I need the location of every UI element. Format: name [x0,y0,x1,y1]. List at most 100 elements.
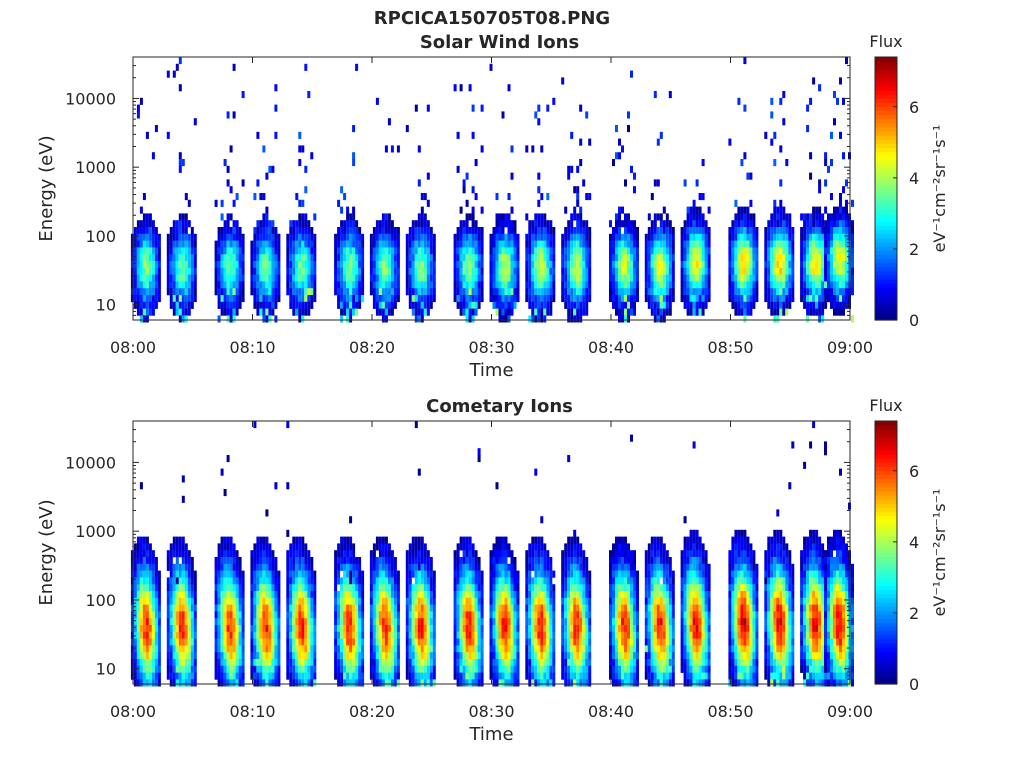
flux-cell [385,673,388,680]
flux-cell [397,577,400,584]
flux-cell [268,295,271,302]
flux-cell [782,227,785,234]
flux-cell [176,632,179,639]
flux-cell [304,254,307,261]
flux-cell [728,247,731,254]
flux-cell [836,302,839,309]
flux-cell [298,261,301,268]
flux-cell [173,309,176,316]
flux-cell [457,584,460,591]
flux-cell [382,247,385,254]
flux-cell [734,288,737,295]
flux-cell [779,302,782,309]
flux-cell [657,275,660,282]
flux-cell [424,557,427,564]
flux-cell [265,234,268,241]
flux-cell [537,173,540,180]
flux-cell [743,152,746,159]
flux-cell [737,281,740,288]
flux-cell [752,220,755,227]
flux-cell [418,213,421,220]
flux-cell [806,309,809,316]
flux-cell [457,261,460,268]
flux-cell [821,295,824,302]
colorbar-step [875,57,897,62]
flux-cell [134,571,137,578]
flux-cell [271,632,274,639]
flux-cell [430,275,433,282]
flux-cell [537,234,540,241]
flux-cell [233,288,236,295]
flux-cell [705,275,708,282]
flux-cell [182,598,185,605]
flux-cell [540,302,543,309]
flux-cell [699,234,702,241]
flux-cell [268,673,271,680]
flux-cell [633,288,636,295]
flux-cell [179,247,182,254]
flux-cell [224,618,227,625]
flux-cell [170,584,173,591]
flux-cell [463,261,466,268]
flux-cell [152,550,155,557]
flux-cell [176,227,179,234]
flux-cell [815,302,818,309]
flux-cell [773,241,776,248]
flux-cell [379,302,382,309]
flux-cell [585,241,588,248]
flux-cell [421,550,424,557]
flux-cell [406,639,409,646]
flux-cell [460,288,463,295]
flux-cell [433,295,436,302]
flux-cell [430,288,433,295]
flux-cell [737,220,740,227]
flux-cell [821,234,824,241]
flux-cell [654,247,657,254]
flux-cell [433,275,436,282]
flux-cell [564,261,567,268]
flux-cell [424,598,427,605]
flux-cell [236,591,239,598]
flux-cell [815,213,818,220]
flux-cell [833,281,836,288]
flux-cell [561,77,564,84]
flux-cell [734,281,737,288]
flux-cell [224,302,227,309]
flux-cell [493,605,496,612]
flux-cell [361,288,364,295]
flux-cell [334,261,337,268]
flux-cell [824,302,827,309]
flux-cell [152,288,155,295]
flux-cell [424,645,427,652]
flux-cell [496,557,499,564]
flux-cell [349,571,352,578]
flux-cell [218,591,221,598]
flux-cell [268,281,271,288]
flux-cell [573,275,576,282]
flux-cell [370,618,373,625]
flux-cell [573,281,576,288]
flux-cell [227,455,230,462]
flux-cell [502,234,505,241]
flux-cell [818,234,821,241]
flux-cell [731,275,734,282]
flux-cell [779,261,782,268]
flux-cell [274,288,277,295]
flux-cell [295,281,298,288]
flux-cell [155,652,158,659]
flux-cell [176,537,179,544]
flux-cell [143,261,146,268]
flux-cell [421,584,424,591]
flux-cell [259,193,262,200]
flux-cell [343,605,346,612]
flux-cell [250,254,253,261]
flux-cell [842,281,845,288]
flux-cell [684,241,687,248]
flux-cell [514,598,517,605]
flux-cell [463,584,466,591]
flux-cell [256,234,259,241]
flux-cell [346,315,349,322]
x-tick-label: 09:00 [827,338,873,357]
flux-cell [475,302,478,309]
flux-cell [242,673,245,680]
